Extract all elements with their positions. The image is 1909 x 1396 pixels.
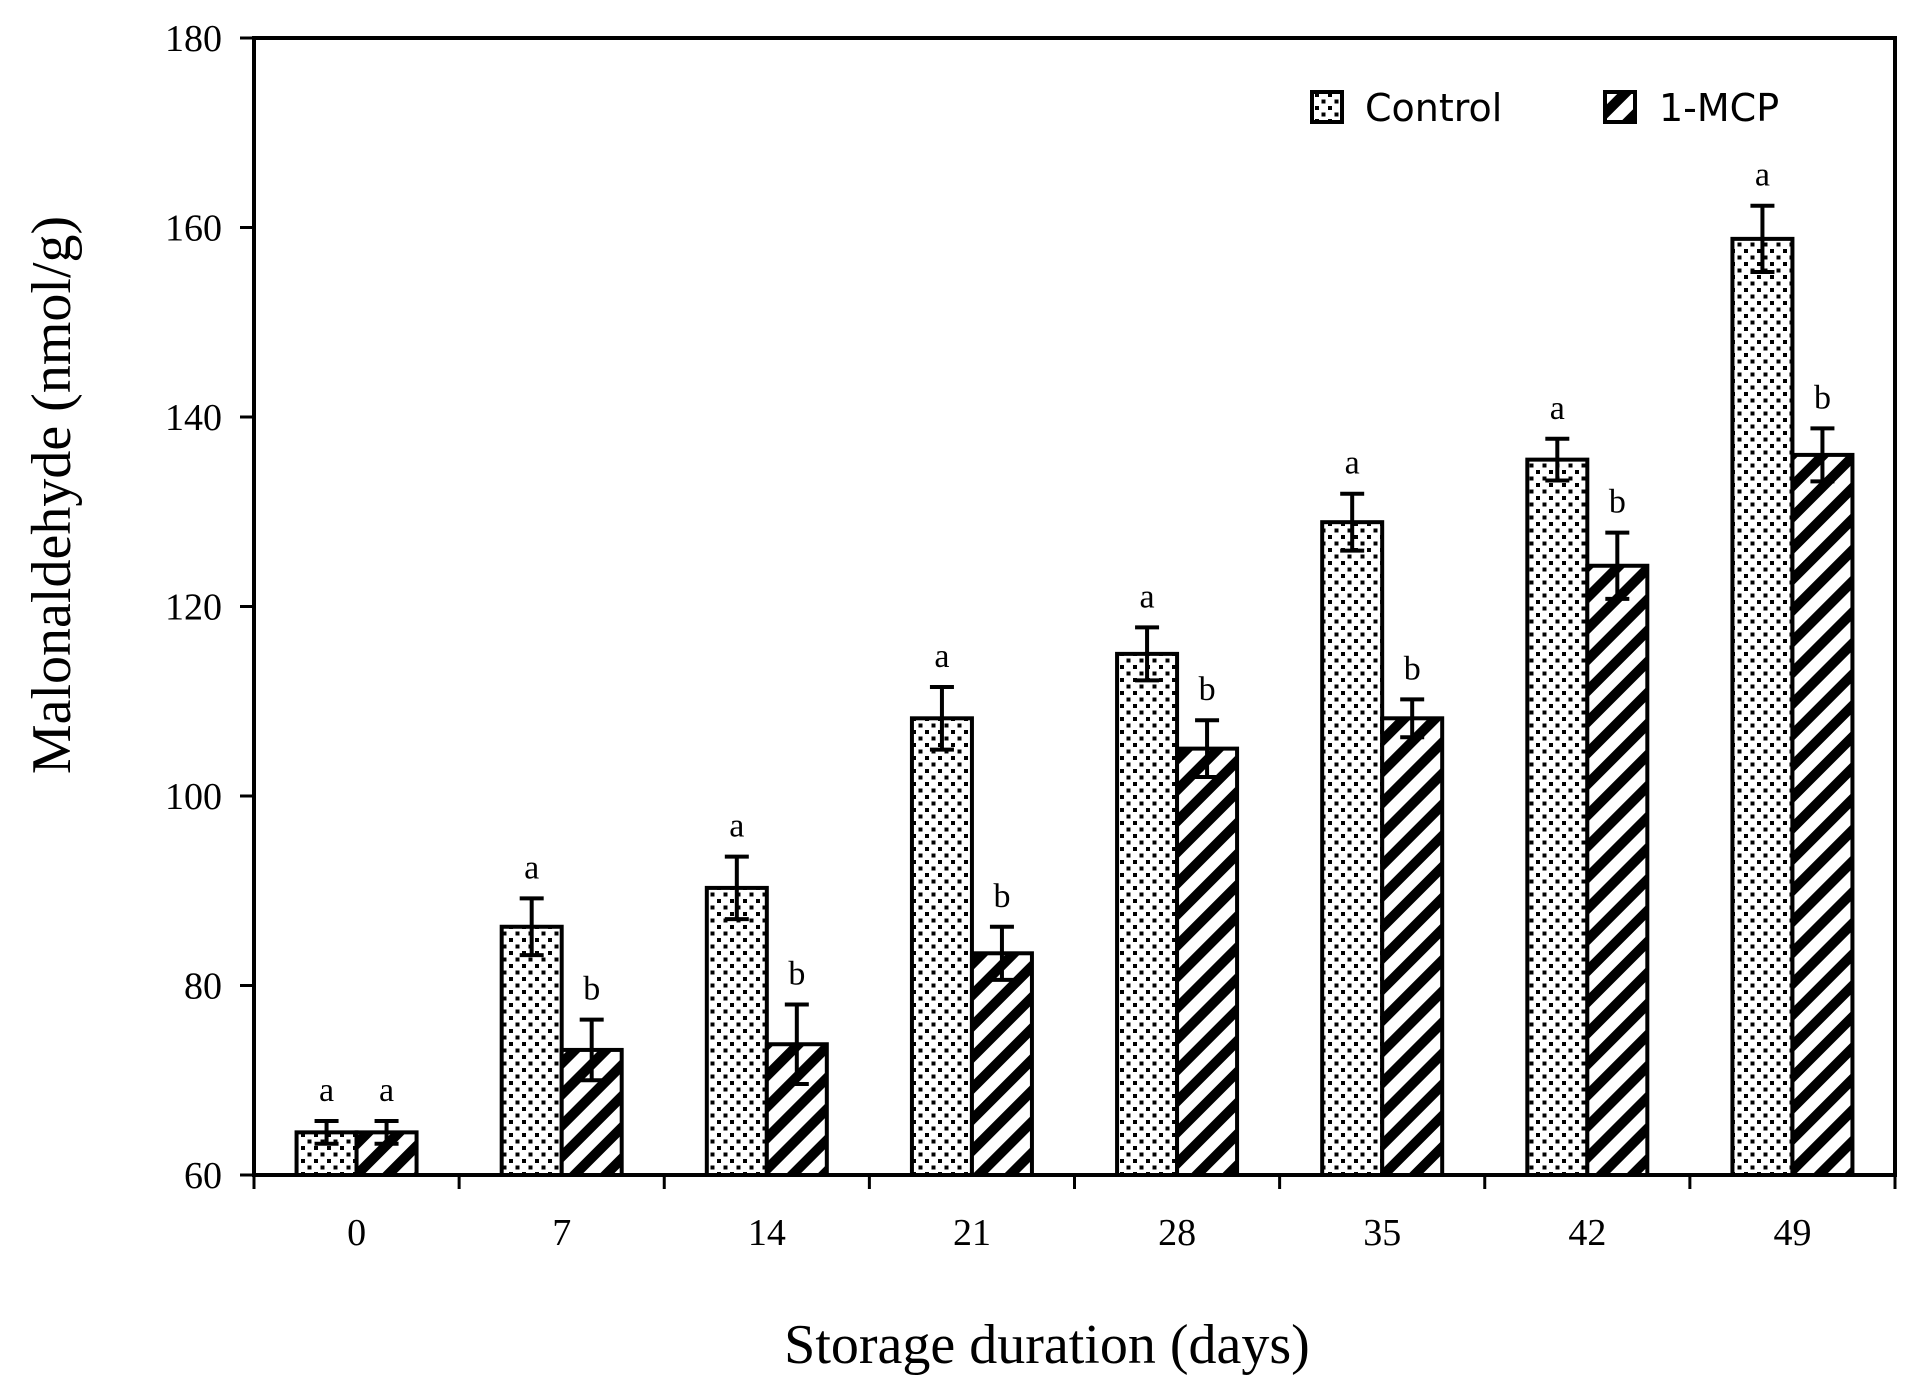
error-bar-control-day-35 [1340,491,1365,553]
y-tick-label-80: 80 [184,966,222,1008]
error-bar-control-day-28 [1135,625,1160,683]
significance-label-1-mcp-day-28: b [1199,671,1216,708]
bar-control-day-21 [909,716,974,1177]
bar-control-day-14 [704,885,769,1177]
bar-control-day-35 [1320,520,1385,1177]
error-bar-1-mcp-day-7 [579,1017,604,1083]
x-tick-label-35: 35 [1363,1212,1401,1254]
error-bar-1-mcp-day-21 [989,924,1014,982]
y-axis-title: Malonaldehyde (nmol/g) [21,216,83,774]
error-bar-control-day-7 [519,896,544,958]
x-tick-label-0: 0 [347,1212,366,1254]
error-bar-control-day-49 [1750,203,1775,275]
plot-frame [252,36,1897,1177]
x-tick-label-21: 21 [953,1212,991,1254]
y-tick-label-180: 180 [165,18,222,60]
legend-swatch-control [1310,90,1344,124]
significance-label-control-day-7: a [524,849,539,886]
bar-1-mcp-day-49 [1790,452,1855,1177]
legend-label-control: Control [1365,86,1502,130]
error-bar-control-day-0 [314,1118,339,1146]
significance-label-control-day-28: a [1140,578,1155,615]
significance-label-control-day-14: a [729,808,744,845]
bar-control-day-49 [1730,236,1795,1177]
error-bar-1-mcp-day-28 [1195,718,1220,780]
bar-1-mcp-day-35 [1380,716,1445,1177]
error-bar-1-mcp-day-14 [784,1002,809,1087]
y-tick-label-160: 160 [165,208,222,250]
bar-1-mcp-day-28 [1175,746,1240,1177]
significance-label-1-mcp-day-0: a [379,1072,394,1109]
significance-label-1-mcp-day-7: b [583,971,600,1008]
y-tick-label-100: 100 [165,776,222,818]
error-bar-1-mcp-day-49 [1810,426,1835,484]
significance-label-control-day-35: a [1345,445,1360,482]
x-tick-label-14: 14 [748,1212,786,1254]
x-axis-title: Storage duration (days) [784,1314,1310,1376]
bar-control-day-28 [1115,651,1180,1177]
significance-label-1-mcp-day-21: b [993,878,1010,915]
x-tick-label-7: 7 [552,1212,571,1254]
x-tick-label-42: 42 [1568,1212,1606,1254]
y-tick-label-120: 120 [165,587,222,629]
error-bar-control-day-21 [929,685,954,752]
y-tick-label-140: 140 [165,397,222,439]
significance-label-1-mcp-day-35: b [1404,650,1421,687]
error-bar-1-mcp-day-35 [1400,697,1425,740]
error-bar-1-mcp-day-42 [1605,530,1630,601]
bar-control-day-42 [1525,457,1590,1177]
x-tick-label-28: 28 [1158,1212,1196,1254]
bar-control-day-7 [499,924,564,1177]
significance-label-1-mcp-day-42: b [1609,484,1626,521]
significance-label-control-day-21: a [934,638,949,675]
bar-1-mcp-day-21 [969,951,1034,1177]
bar-1-mcp-day-14 [764,1042,829,1177]
significance-label-1-mcp-day-49: b [1814,379,1831,416]
legend-swatch-1-mcp [1603,90,1637,124]
significance-label-control-day-42: a [1550,390,1565,427]
legend: Control 1-MCP [1310,86,1779,130]
bar-1-mcp-day-42 [1585,563,1650,1177]
legend-label-1-mcp: 1-MCP [1659,86,1779,130]
error-bar-1-mcp-day-0 [374,1118,399,1146]
error-bar-control-day-14 [724,854,749,922]
significance-label-1-mcp-day-14: b [788,955,805,992]
error-bar-control-day-42 [1545,436,1570,483]
significance-label-control-day-0: a [319,1072,334,1109]
y-tick-label-60: 60 [184,1155,222,1197]
significance-label-control-day-49: a [1755,157,1770,194]
x-tick-label-49: 49 [1773,1212,1811,1254]
